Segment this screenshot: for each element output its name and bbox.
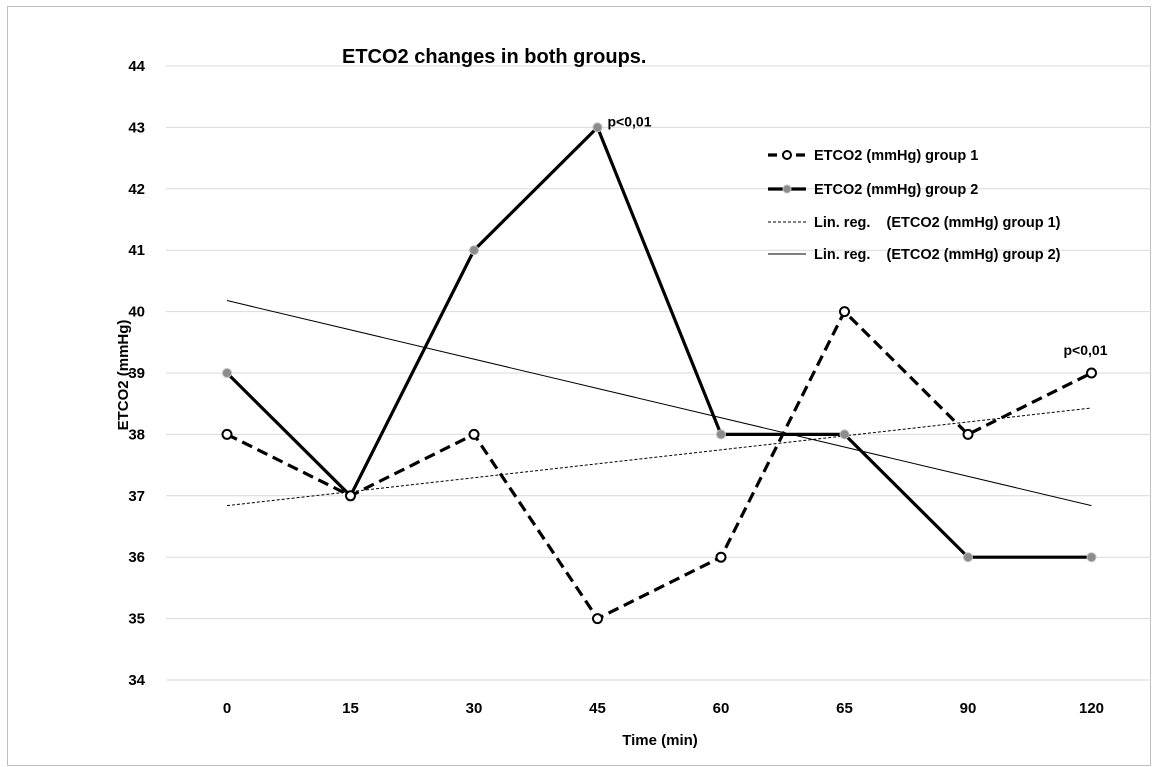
y-tick-label-36: 36 — [128, 549, 145, 566]
x-tick-labels: 0 15 30 45 60 65 90 120 — [223, 700, 1104, 717]
point-group-1-0 — [221, 428, 233, 440]
point-group-1-60 — [715, 551, 727, 563]
legend-label-group-1: ETCO2 (mmHg) group 1 — [814, 148, 978, 164]
point-group-1-120 — [1086, 367, 1097, 379]
series-line-group-2 — [225, 124, 1092, 559]
series-line-group-1 — [226, 308, 1093, 621]
regression-line-group-2 — [226, 300, 1092, 507]
x-tick-label-45: 45 — [589, 700, 606, 717]
point-group-2-90 — [963, 552, 973, 563]
point-group-1-30 — [468, 428, 480, 440]
legend-marker-group-1 — [782, 150, 792, 160]
point-group-2-120 — [1086, 552, 1097, 563]
significance-annotation-2: p<0,01 — [1064, 342, 1108, 358]
point-group-2-65 — [839, 429, 850, 440]
y-tick-label-42: 42 — [128, 181, 145, 198]
x-tick-label-30: 30 — [466, 700, 483, 717]
y-tick-label-35: 35 — [128, 611, 145, 628]
point-group-1-65 — [839, 306, 850, 318]
series-markers — [221, 122, 1097, 625]
point-group-1-15 — [345, 490, 356, 502]
x-tick-label-0: 0 — [223, 700, 231, 717]
y-tick-labels: 34 35 36 37 38 39 40 41 42 43 44 — [128, 58, 145, 689]
y-axis-title: ETCO2 (mmHg) — [115, 320, 132, 431]
x-tick-label-15: 15 — [342, 700, 359, 717]
legend-label-group-2: ETCO2 (mmHg) group 2 — [814, 182, 978, 198]
y-tick-label-43: 43 — [128, 119, 145, 136]
legend-label-regression-1: Lin. reg. (ETCO2 (mmHg) group 1) — [814, 215, 1061, 231]
point-group-2-60 — [716, 429, 726, 440]
y-tick-label-38: 38 — [128, 426, 145, 443]
chart-title: ETCO2 changes in both groups. — [342, 46, 646, 68]
y-tick-label-41: 41 — [128, 242, 145, 259]
point-group-2-45 — [592, 122, 603, 133]
point-group-2-0 — [222, 368, 232, 378]
y-tick-label-44: 44 — [128, 58, 145, 75]
x-tick-label-60: 60 — [713, 700, 730, 717]
significance-annotation-1: p<0,01 — [608, 113, 652, 129]
x-tick-label-120: 120 — [1079, 700, 1104, 717]
regression-lines — [226, 300, 1092, 507]
y-tick-label-39: 39 — [128, 365, 145, 382]
series-lines — [225, 124, 1093, 621]
x-tick-label-90: 90 — [960, 700, 977, 717]
y-tick-label-40: 40 — [128, 304, 145, 321]
x-axis-title: Time (min) — [622, 732, 698, 749]
gridlines — [166, 65, 1151, 681]
point-group-1-90 — [962, 428, 974, 440]
annotations: p<0,01 p<0,01 — [608, 113, 1108, 358]
legend-label-regression-2: Lin. reg. (ETCO2 (mmHg) group 2) — [814, 247, 1061, 263]
chart-frame — [7, 6, 1151, 766]
x-tick-label-65: 65 — [836, 700, 853, 717]
y-tick-label-37: 37 — [128, 488, 145, 505]
legend: ETCO2 (mmHg) group 1 ETCO2 (mmHg) group 2… — [768, 148, 1061, 263]
legend-marker-group-2 — [782, 184, 792, 194]
point-group-2-30 — [469, 245, 479, 256]
point-group-1-45 — [592, 613, 603, 625]
y-tick-label-34: 34 — [128, 672, 145, 689]
